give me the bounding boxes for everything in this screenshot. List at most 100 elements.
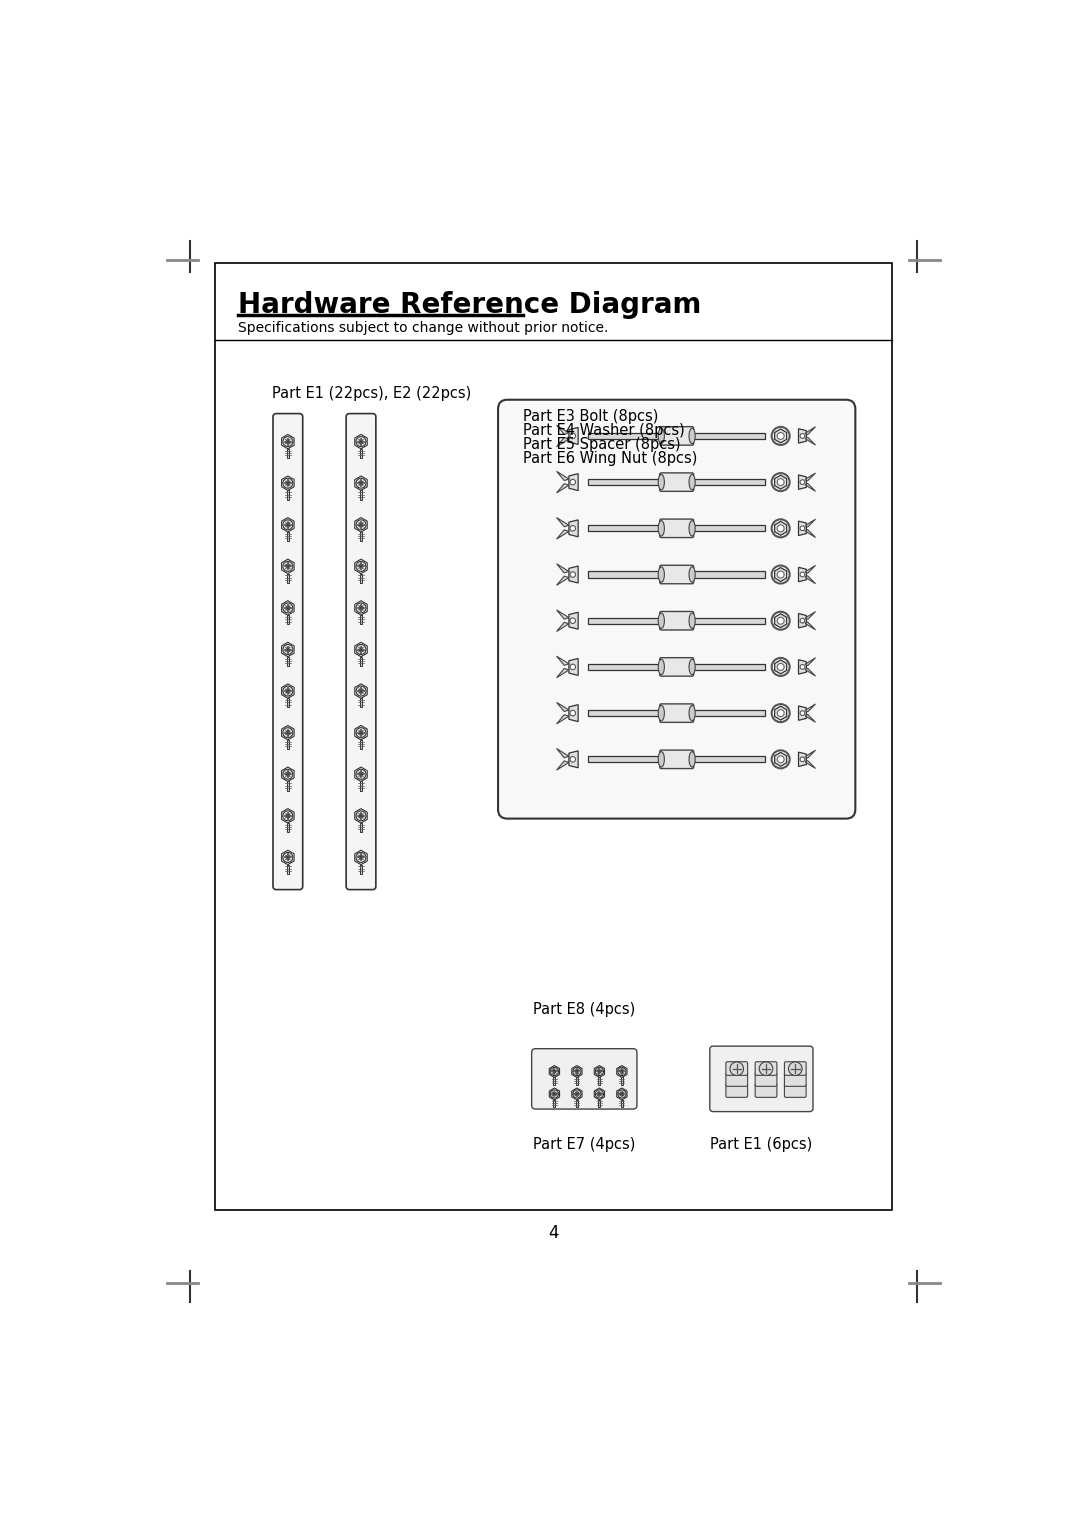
Text: 4: 4 (549, 1224, 558, 1242)
Polygon shape (354, 767, 367, 781)
Polygon shape (805, 426, 815, 434)
Bar (621, 1077, 623, 1085)
Polygon shape (282, 767, 294, 781)
Bar (589, 711, 766, 717)
Polygon shape (556, 518, 569, 527)
Ellipse shape (658, 659, 664, 675)
Ellipse shape (689, 521, 696, 536)
Polygon shape (354, 726, 367, 740)
Polygon shape (798, 660, 807, 674)
FancyBboxPatch shape (660, 704, 693, 723)
Polygon shape (354, 601, 367, 616)
Polygon shape (282, 726, 294, 740)
Ellipse shape (658, 752, 664, 767)
Polygon shape (569, 520, 578, 536)
Ellipse shape (658, 613, 664, 628)
Bar (589, 526, 766, 532)
Polygon shape (569, 474, 578, 490)
Ellipse shape (658, 521, 664, 536)
Bar (589, 432, 766, 439)
Text: Part E8 (4pcs): Part E8 (4pcs) (534, 1002, 635, 1018)
Polygon shape (282, 850, 294, 865)
Circle shape (356, 727, 366, 738)
FancyBboxPatch shape (784, 1083, 806, 1097)
Circle shape (570, 432, 576, 439)
Circle shape (551, 1089, 558, 1099)
Polygon shape (354, 477, 367, 490)
Circle shape (570, 480, 576, 484)
Ellipse shape (689, 428, 696, 443)
Polygon shape (282, 685, 294, 698)
Ellipse shape (658, 428, 664, 443)
Circle shape (570, 665, 576, 669)
FancyBboxPatch shape (346, 414, 376, 889)
Bar (360, 616, 362, 625)
Polygon shape (556, 576, 569, 585)
Polygon shape (805, 668, 815, 675)
FancyBboxPatch shape (498, 400, 855, 819)
Circle shape (356, 645, 366, 654)
Polygon shape (805, 474, 815, 481)
FancyBboxPatch shape (660, 565, 693, 584)
Circle shape (356, 686, 366, 697)
Polygon shape (282, 808, 294, 824)
Polygon shape (805, 611, 815, 619)
FancyBboxPatch shape (755, 1083, 777, 1097)
Circle shape (595, 1068, 604, 1076)
Circle shape (778, 709, 784, 717)
Text: Part E5 Spacer (8pcs): Part E5 Spacer (8pcs) (523, 437, 680, 452)
FancyBboxPatch shape (531, 1048, 637, 1109)
Bar (286, 781, 289, 790)
Polygon shape (805, 704, 815, 712)
Circle shape (800, 434, 805, 439)
Bar (360, 698, 362, 707)
Polygon shape (282, 518, 294, 532)
Bar (286, 490, 289, 500)
FancyBboxPatch shape (660, 750, 693, 769)
Polygon shape (354, 685, 367, 698)
Circle shape (788, 1062, 802, 1076)
Polygon shape (805, 520, 815, 527)
Bar (553, 1100, 555, 1108)
Circle shape (356, 811, 366, 821)
Polygon shape (774, 567, 786, 582)
Circle shape (356, 478, 366, 487)
FancyBboxPatch shape (710, 1047, 813, 1111)
Circle shape (572, 1068, 581, 1076)
Ellipse shape (658, 706, 664, 721)
Circle shape (778, 432, 784, 440)
Polygon shape (774, 521, 786, 535)
Bar (286, 616, 289, 625)
FancyBboxPatch shape (660, 520, 693, 538)
Polygon shape (805, 657, 815, 666)
Circle shape (595, 1089, 604, 1099)
Bar (286, 532, 289, 541)
Circle shape (618, 1068, 626, 1076)
Circle shape (283, 727, 293, 738)
Bar (589, 756, 766, 762)
Circle shape (730, 1062, 743, 1076)
Polygon shape (556, 703, 569, 712)
Circle shape (800, 526, 805, 530)
Polygon shape (571, 1065, 582, 1077)
Polygon shape (556, 471, 569, 481)
Bar (360, 865, 362, 874)
Polygon shape (556, 715, 569, 724)
Polygon shape (556, 761, 569, 770)
Polygon shape (282, 559, 294, 573)
Circle shape (356, 853, 366, 862)
Polygon shape (774, 752, 786, 766)
Circle shape (283, 520, 293, 530)
Polygon shape (282, 601, 294, 616)
Polygon shape (798, 614, 807, 628)
Circle shape (800, 571, 805, 578)
Polygon shape (556, 610, 569, 619)
Polygon shape (774, 706, 786, 720)
Polygon shape (569, 613, 578, 630)
Bar (360, 740, 362, 749)
Circle shape (570, 711, 576, 717)
Polygon shape (569, 428, 578, 445)
Circle shape (283, 853, 293, 862)
Circle shape (778, 756, 784, 762)
Polygon shape (354, 559, 367, 573)
